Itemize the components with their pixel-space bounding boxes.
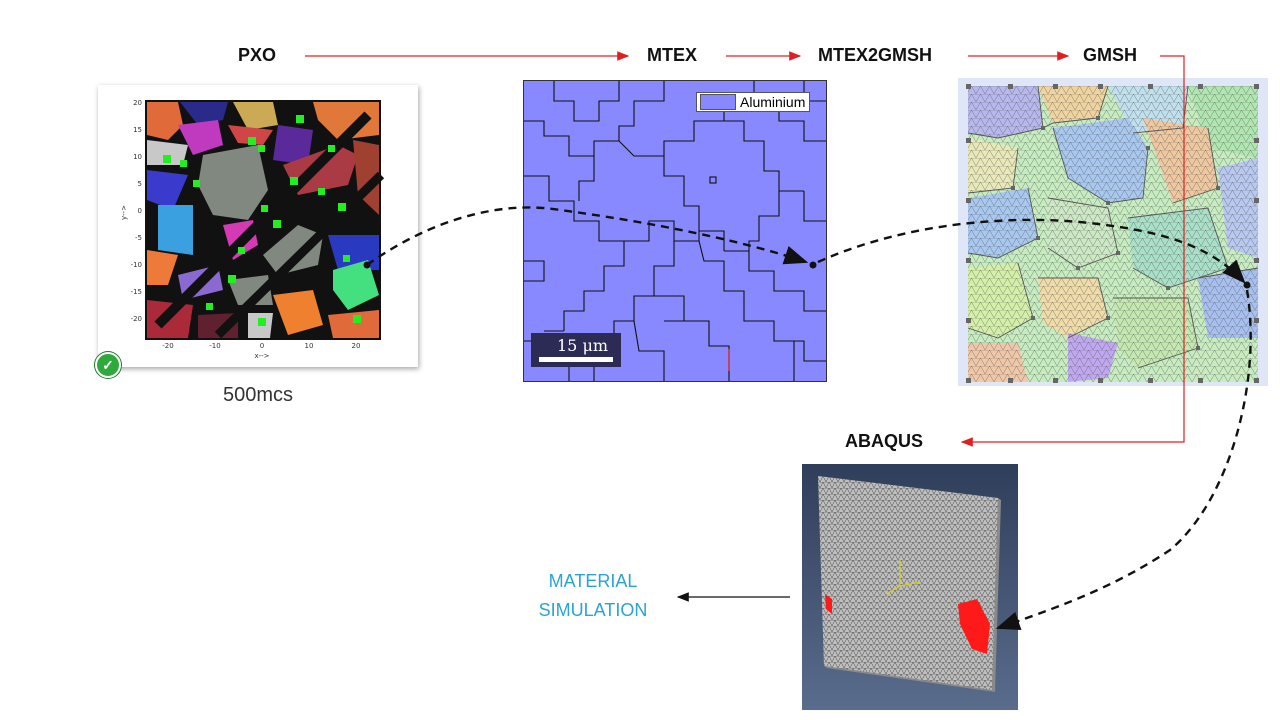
pxo-x-axis-label: x-->: [254, 352, 269, 360]
pxo-y-tick: -5: [135, 234, 142, 242]
pxo-y-tick: 10: [133, 153, 142, 161]
pxo-grain-map: 20 15 10 5 0 -5 -10 -15 -20 -20 -10 0 10…: [120, 99, 385, 360]
material-simulation-line1: MATERIAL: [548, 571, 638, 591]
legend-swatch: [700, 94, 736, 110]
legend-label: Aluminium: [740, 94, 806, 110]
scale-bar: 15 μm: [531, 333, 621, 367]
mtex-legend: Aluminium: [696, 92, 811, 112]
material-simulation-label: MATERIAL SIMULATION: [513, 567, 673, 625]
pxo-x-tick: 10: [305, 342, 314, 350]
material-simulation-line2: SIMULATION: [538, 600, 648, 620]
scale-label: 15 μm: [557, 336, 609, 355]
pxo-y-tick: 15: [133, 126, 142, 134]
abaqus-mesh-plate: [818, 476, 1001, 692]
label-gmsh: GMSH: [1083, 45, 1137, 65]
pxo-y-tick: -15: [131, 288, 142, 296]
label-abaqus: ABAQUS: [845, 431, 924, 451]
mtex-grain-map-panel: Aluminium 15 μm: [523, 80, 827, 382]
pxo-x-tick: -20: [162, 342, 173, 350]
pxo-x-tick: 20: [352, 342, 361, 350]
gmsh-mesh: [966, 84, 1259, 383]
pxo-grain-map-panel: 20 15 10 5 0 -5 -10 -15 -20 -20 -10 0 10…: [98, 85, 418, 367]
pxo-y-axis-label: y-->: [120, 205, 128, 220]
gmsh-mesh-panel: [958, 78, 1268, 386]
pxo-y-tick: -20: [131, 315, 142, 323]
pxo-x-tick: 0: [260, 342, 264, 350]
label-mtex2gmsh: MTEX2GMSH: [818, 45, 933, 65]
pxo-caption: 500mcs: [223, 384, 294, 406]
pxo-y-tick: 20: [133, 99, 142, 107]
check-circle-icon: ✓: [95, 352, 121, 378]
pxo-y-tick: 5: [138, 180, 142, 188]
label-pxo: PXO: [238, 45, 277, 65]
mtex-grain-boundaries: [524, 81, 826, 381]
label-mtex: MTEX: [647, 45, 698, 65]
abaqus-model-panel: [802, 464, 1018, 710]
scale-bar-line: [539, 357, 613, 362]
pxo-y-tick: -10: [131, 261, 142, 269]
pxo-y-tick: 0: [138, 207, 142, 215]
pxo-x-tick: -10: [209, 342, 220, 350]
